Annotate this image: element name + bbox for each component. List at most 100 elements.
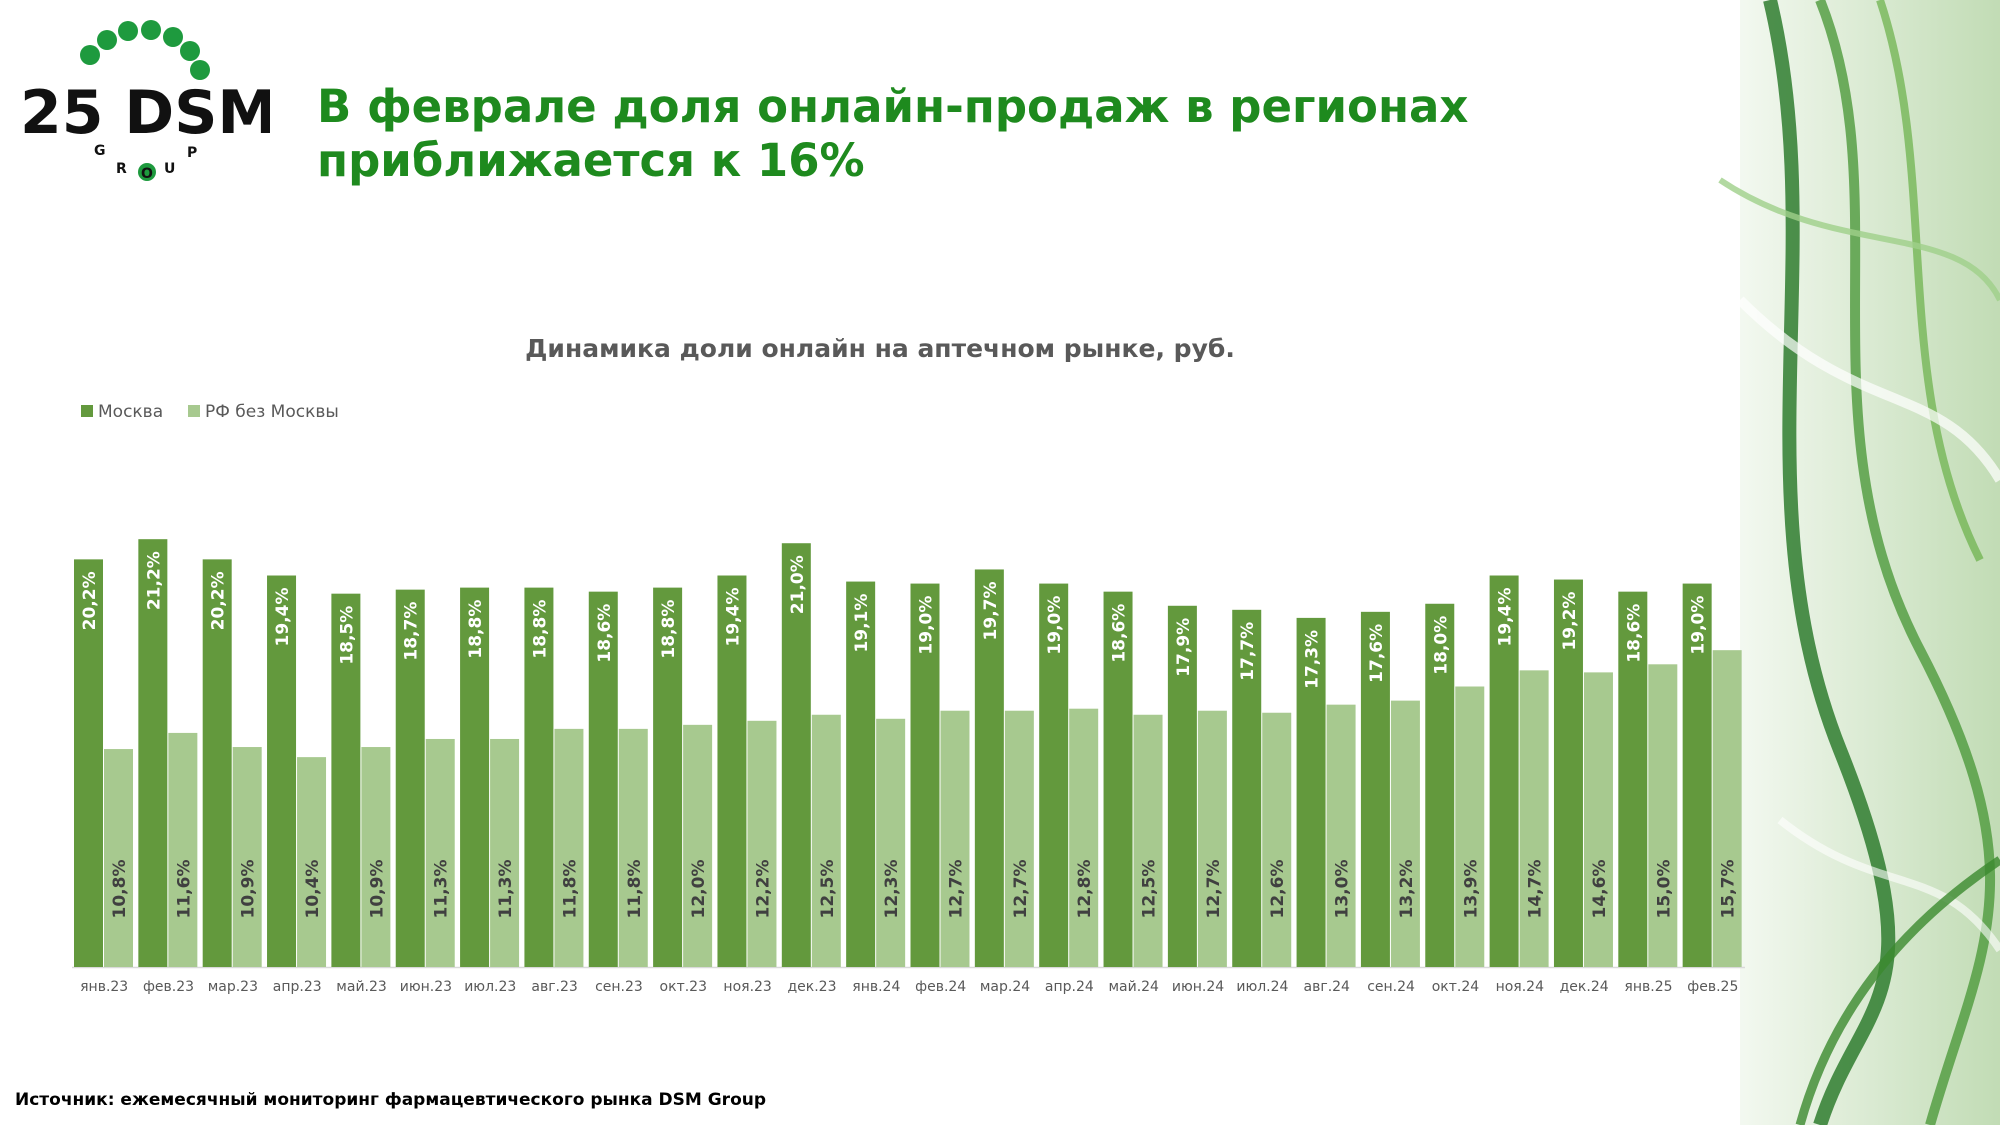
data-label-moscow: 18,6% bbox=[1624, 604, 1644, 663]
x-tick-label: май.24 bbox=[1108, 979, 1159, 995]
bar-regions bbox=[1519, 670, 1549, 967]
x-tick-label: сен.24 bbox=[1367, 979, 1415, 995]
chart-plot-area: 20,2% 10,8% янв.23 21,2% 11,6% фев.23 20,2% 10,… bbox=[72, 539, 1745, 995]
bar-moscow bbox=[1103, 591, 1133, 967]
data-label-regions: 11,6% bbox=[174, 860, 194, 919]
data-label-moscow: 18,7% bbox=[402, 602, 422, 661]
bar-moscow bbox=[910, 583, 940, 967]
data-label-regions: 10,9% bbox=[239, 860, 259, 919]
x-tick-label: дек.24 bbox=[1560, 979, 1609, 995]
data-label-regions: 11,3% bbox=[432, 860, 452, 919]
data-label-regions: 12,7% bbox=[1204, 860, 1224, 919]
x-tick-label: сен.23 bbox=[595, 979, 643, 995]
bar-regions bbox=[683, 724, 713, 967]
bar-regions bbox=[1455, 686, 1485, 967]
data-label-regions: 12,8% bbox=[1075, 860, 1095, 919]
x-tick-label: июл.24 bbox=[1236, 979, 1288, 995]
bar-moscow bbox=[1167, 605, 1197, 967]
logo-sub-letter: G bbox=[94, 143, 106, 159]
data-label-moscow: 19,0% bbox=[1689, 596, 1709, 655]
data-label-moscow: 21,0% bbox=[788, 555, 808, 614]
bar-regions bbox=[554, 728, 584, 967]
data-label-regions: 12,5% bbox=[1140, 860, 1160, 919]
bar-regions bbox=[618, 728, 648, 967]
data-label-moscow: 19,4% bbox=[273, 588, 293, 647]
bar-moscow bbox=[1360, 611, 1390, 967]
x-tick-label: ноя.24 bbox=[1496, 979, 1544, 995]
data-label-moscow: 17,6% bbox=[1367, 624, 1387, 683]
bar-regions bbox=[425, 738, 455, 967]
data-label-regions: 15,0% bbox=[1654, 860, 1674, 919]
bar-moscow bbox=[1553, 579, 1583, 967]
x-tick-label: ноя.23 bbox=[723, 979, 771, 995]
bar-regions bbox=[490, 738, 520, 967]
chart-legend: Москва РФ без Москвы bbox=[81, 402, 339, 422]
bar-moscow bbox=[1296, 617, 1326, 967]
bar-moscow bbox=[74, 559, 103, 967]
bar-moscow bbox=[1232, 609, 1262, 967]
bar-regions bbox=[1390, 700, 1420, 967]
x-tick-label: июл.23 bbox=[464, 979, 516, 995]
x-tick-label: июн.23 bbox=[400, 979, 452, 995]
bar-regions bbox=[168, 732, 198, 967]
bar-moscow bbox=[1618, 591, 1648, 967]
bar-moscow bbox=[1425, 603, 1455, 967]
data-label-regions: 14,7% bbox=[1526, 860, 1546, 919]
data-label-moscow: 20,2% bbox=[209, 571, 229, 630]
logo-sub-letter: U bbox=[164, 161, 175, 177]
x-tick-label: фев.23 bbox=[143, 979, 194, 995]
data-label-regions: 12,6% bbox=[1268, 860, 1288, 919]
bar-moscow bbox=[1489, 575, 1519, 967]
bar-moscow bbox=[846, 581, 876, 967]
bar-moscow bbox=[717, 575, 747, 967]
data-label-regions: 12,7% bbox=[947, 860, 967, 919]
data-label-moscow: 20,2% bbox=[80, 571, 100, 630]
x-tick-label: июн.24 bbox=[1172, 979, 1224, 995]
source-note: Источник: ежемесячный мониторинг фармаце… bbox=[15, 1090, 767, 1110]
data-label-moscow: 18,5% bbox=[337, 606, 357, 665]
bar-regions bbox=[232, 747, 262, 967]
data-label-regions: 14,6% bbox=[1590, 860, 1610, 919]
page-title-line-1: В феврале доля онлайн-продаж в регионах bbox=[317, 80, 1469, 133]
logo-dots-icon bbox=[80, 20, 210, 181]
data-label-moscow: 19,4% bbox=[1496, 588, 1516, 647]
online-share-chart: Динамика доли онлайн на аптечном рынке, … bbox=[72, 334, 1745, 995]
decorative-swirl-icon bbox=[1718, 0, 2000, 1125]
chart-title: Динамика доли онлайн на аптечном рынке, … bbox=[525, 334, 1235, 363]
x-tick-label: авг.24 bbox=[1304, 979, 1351, 995]
x-tick-label: янв.25 bbox=[1624, 979, 1672, 995]
data-label-moscow: 18,8% bbox=[530, 600, 550, 659]
bar-regions bbox=[811, 714, 841, 967]
data-label-moscow: 17,3% bbox=[1303, 630, 1323, 689]
data-label-regions: 10,9% bbox=[367, 860, 387, 919]
data-label-moscow: 19,0% bbox=[917, 596, 937, 655]
data-label-moscow: 19,2% bbox=[1560, 592, 1580, 651]
bar-regions bbox=[1583, 672, 1613, 967]
logo-sub-letter: P bbox=[187, 145, 197, 161]
data-label-regions: 11,3% bbox=[496, 860, 516, 919]
x-tick-label: апр.24 bbox=[1045, 979, 1094, 995]
data-label-regions: 11,8% bbox=[625, 860, 645, 919]
data-label-regions: 15,7% bbox=[1719, 860, 1739, 919]
data-label-regions: 10,8% bbox=[110, 860, 130, 919]
logo-text: 25 DSM bbox=[20, 78, 270, 148]
bar-regions bbox=[1069, 708, 1099, 967]
bar-regions bbox=[876, 718, 906, 967]
bar-regions bbox=[1712, 650, 1742, 967]
data-label-moscow: 18,8% bbox=[466, 600, 486, 659]
bar-moscow bbox=[781, 543, 811, 967]
bar-regions bbox=[361, 747, 391, 967]
data-label-regions: 13,0% bbox=[1333, 860, 1353, 919]
bar-moscow bbox=[524, 587, 554, 967]
data-label-moscow: 21,2% bbox=[144, 551, 164, 610]
data-label-moscow: 18,0% bbox=[1431, 616, 1451, 675]
data-label-regions: 13,9% bbox=[1461, 860, 1481, 919]
bar-moscow bbox=[1682, 583, 1712, 967]
dsm-group-logo: 25 DSM G R O U P bbox=[20, 20, 270, 182]
x-tick-label: окт.24 bbox=[1432, 979, 1480, 995]
bar-regions bbox=[747, 720, 777, 967]
data-label-regions: 11,8% bbox=[560, 860, 580, 919]
bar-moscow bbox=[267, 575, 297, 967]
bar-moscow bbox=[460, 587, 490, 967]
x-tick-label: мар.23 bbox=[208, 979, 258, 995]
